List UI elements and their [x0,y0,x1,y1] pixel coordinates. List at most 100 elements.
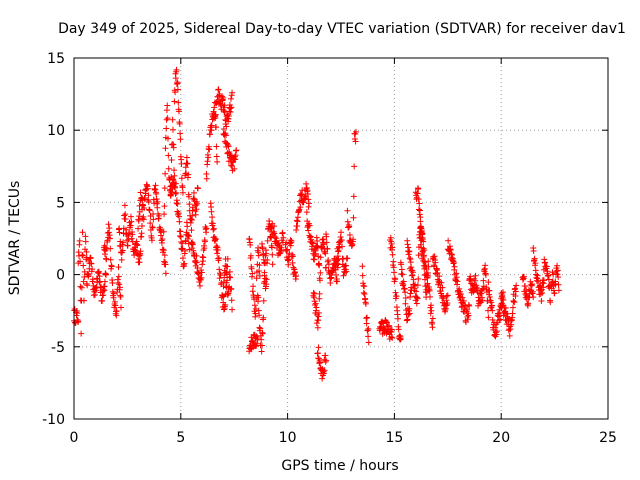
data-point [88,260,95,267]
data-point [464,316,471,323]
data-point [509,310,516,317]
data-point [306,222,313,229]
data-point [344,255,351,262]
data-point [421,247,428,254]
data-point [539,290,546,297]
data-point [450,259,457,266]
data-point [169,116,176,123]
data-point [185,233,192,240]
data-point [425,258,432,265]
data-point [84,282,91,289]
data-point [303,209,310,216]
data-point [554,267,561,274]
plot-frame [73,57,609,420]
data-point [268,244,275,251]
data-point [261,269,268,276]
data-point [392,276,399,283]
data-point [76,237,83,244]
data-point [115,273,122,280]
data-point [171,167,178,174]
data-point [172,184,179,191]
data-point [177,233,184,240]
data-point [256,312,263,319]
data-point [456,285,463,292]
data-point [512,285,519,292]
data-point [365,339,372,346]
data-point [203,175,210,182]
data-point [109,280,116,287]
data-point [451,263,458,270]
data-point [154,204,161,211]
data-point [545,276,552,283]
data-point [511,299,518,306]
data-point [105,221,112,228]
data-point [220,126,227,133]
data-point [255,294,262,301]
data-point [414,190,421,197]
data-point [214,158,221,165]
data-point [493,328,500,335]
data-point [289,253,296,260]
data-point [165,152,172,159]
data-point [454,278,461,285]
data-point [144,185,151,192]
data-point [316,290,323,297]
data-point [256,262,263,269]
data-point [486,287,493,294]
data-point [285,261,292,268]
data-point [362,300,369,307]
data-point [79,252,86,259]
data-point [210,225,217,232]
data-point [391,269,398,276]
data-point [193,206,200,213]
data-point [400,278,407,285]
data-point [127,213,134,220]
data-point [228,297,235,304]
data-point [361,283,368,290]
data-point [389,251,396,258]
data-point [227,95,234,102]
data-point [301,193,308,200]
data-point [122,215,129,222]
data-point [169,126,176,133]
data-point [508,321,515,328]
data-point [502,304,509,311]
data-point [457,290,464,297]
data-point [226,268,233,275]
data-point [554,262,561,269]
data-point [360,289,367,296]
data-point [162,170,169,177]
data-point [363,315,370,322]
data-point [260,250,267,257]
data-point [278,244,285,251]
data-point [129,231,136,238]
data-point [297,204,304,211]
data-point [305,196,312,203]
data-point [460,297,467,304]
data-point [422,262,429,269]
y-tick-label: 10 [47,123,65,139]
data-point [497,316,504,323]
data-point [115,279,122,286]
data-point [194,200,201,207]
data-point [117,293,124,300]
data-point [202,238,209,245]
data-point [297,190,304,197]
data-point [389,334,396,341]
data-point [140,202,147,209]
data-point [214,246,221,253]
data-point [258,336,265,343]
data-point [99,297,106,304]
data-point [193,259,200,266]
data-point [193,252,200,259]
data-point [543,263,550,270]
data-point [522,283,529,290]
data-point [188,216,195,223]
data-point [174,80,181,87]
data-point [393,293,400,300]
data-point [395,326,402,333]
data-point [226,273,233,280]
data-point [113,308,120,315]
data-point [406,248,413,255]
data-point [443,293,450,300]
